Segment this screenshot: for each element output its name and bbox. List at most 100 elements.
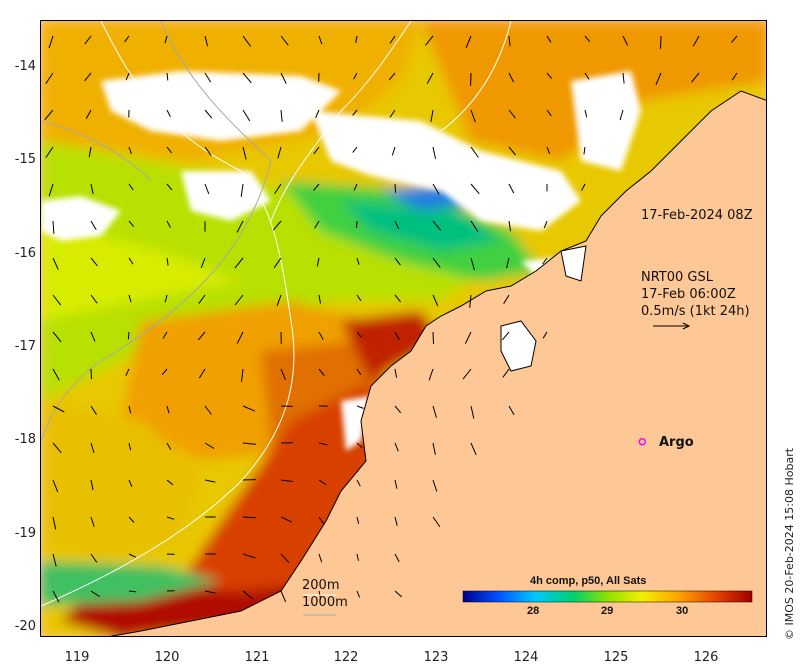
x-tick-label: 120 (154, 650, 180, 665)
current-arrow (197, 331, 206, 341)
current-arrow (273, 257, 282, 268)
current-arrow (470, 442, 477, 455)
current-arrow (508, 146, 516, 156)
current-arrow (128, 479, 133, 487)
current-arrow (584, 35, 591, 43)
x-tick-label: 121 (244, 650, 270, 665)
current-arrow (470, 146, 479, 158)
x-tick-label: 119 (64, 650, 90, 665)
current-arrow (242, 35, 252, 47)
current-arrow (52, 442, 62, 454)
current-arrow (508, 35, 511, 47)
current-arrow (280, 516, 292, 523)
current-arrow (204, 35, 209, 47)
current-arrow (166, 257, 169, 266)
current-arrow (432, 479, 438, 492)
colorbar-title: 4h comp, p50, All Sats (530, 575, 647, 587)
current-arrow (198, 294, 206, 304)
current-arrow (425, 35, 434, 46)
current-arrow (198, 368, 206, 379)
current-arrow (128, 146, 132, 155)
current-arrow (280, 590, 287, 603)
current-arrow (394, 590, 403, 598)
current-arrow (546, 109, 552, 117)
current-arrow (356, 479, 361, 487)
current-arrow (314, 220, 320, 229)
x-tick-label: 124 (513, 650, 539, 665)
current-arrow (164, 294, 168, 303)
land (109, 90, 766, 636)
y-tick-label: -17 (14, 339, 36, 354)
current-arrow (356, 516, 360, 524)
current-arrow (389, 109, 396, 118)
current-arrow (90, 479, 94, 491)
current-arrow (242, 516, 256, 519)
current-arrow (127, 331, 130, 340)
current-arrow (355, 35, 358, 43)
current-arrow (318, 35, 323, 45)
current-arrow (162, 331, 168, 339)
current-arrow (391, 146, 396, 156)
current-arrow (394, 294, 401, 303)
current-arrow (166, 72, 169, 81)
current-arrow (318, 331, 324, 340)
current-arrow (470, 220, 479, 233)
current-arrow (280, 109, 283, 122)
current-arrow (204, 72, 212, 83)
isobath-200-label: 200m (302, 578, 340, 593)
current-arrow (506, 257, 510, 269)
current-arrow (242, 72, 252, 84)
current-arrow (166, 183, 173, 191)
current-arrow (546, 35, 552, 43)
y-tick-label: -16 (14, 246, 36, 261)
current-arrow (204, 405, 212, 415)
current-arrow (394, 553, 400, 563)
current-arrow (128, 553, 136, 558)
current-arrow (470, 257, 475, 271)
x-tick-label: 123 (423, 650, 449, 665)
current-arrow (242, 442, 256, 445)
current-arrow (394, 220, 400, 230)
current-arrow (356, 220, 358, 229)
current-arrow (318, 368, 325, 377)
current-arrow (166, 220, 171, 228)
isobath-1000-label: 1000m (302, 595, 348, 610)
y-tick-label: -15 (14, 152, 36, 167)
current-arrow (356, 553, 359, 561)
cloud-mask (41, 71, 641, 451)
current-arrows (44, 35, 738, 603)
current-arrow (394, 257, 401, 266)
current-arrow (432, 331, 434, 345)
current-arrow (204, 479, 216, 483)
y-tick-label: -18 (14, 432, 36, 447)
current-arrow (508, 405, 515, 416)
colorbar-tick-label: 28 (527, 605, 540, 617)
sst-map[interactable] (40, 20, 767, 637)
current-scale-label: 0.5m/s (1kt 24h) (641, 304, 750, 319)
colorbar-tick-label: 30 (676, 605, 689, 617)
current-arrow (318, 553, 323, 563)
x-tick-label: 125 (603, 650, 629, 665)
current-arrow (88, 146, 92, 158)
y-tick-label: -20 (14, 619, 36, 634)
current-arrow (128, 405, 132, 414)
current-arrow (426, 72, 434, 84)
current-arrow (462, 368, 472, 380)
current-arrow (166, 479, 174, 486)
current-arrow (655, 72, 662, 86)
current-arrow (204, 146, 212, 156)
current-arrow (356, 294, 362, 302)
current-arrow (166, 109, 171, 118)
current-arrow (90, 368, 92, 380)
current-arrow (128, 442, 132, 451)
current-arrow (394, 368, 398, 378)
colorbar-tick-label: 29 (601, 605, 614, 617)
current-scale-arrow (653, 322, 691, 330)
current-arrow (52, 516, 57, 530)
map-canvas (41, 21, 766, 636)
current-arrow (394, 516, 398, 526)
colorbar (462, 590, 753, 603)
current-arrow (318, 442, 328, 446)
current-arrow (280, 368, 286, 381)
current-arrow (508, 183, 515, 194)
